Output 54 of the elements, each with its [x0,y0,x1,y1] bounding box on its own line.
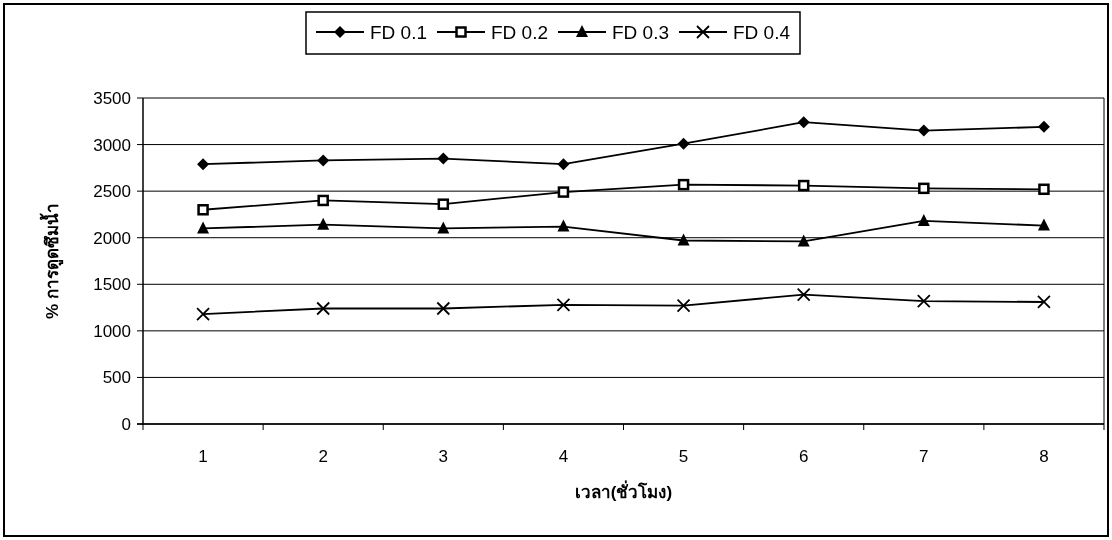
y-axis-title: % การดูดซึมน้ำ [39,203,64,319]
legend-label: FD 0.3 [612,22,670,43]
legend-label: FD 0.1 [370,22,428,43]
point [317,194,329,207]
point [317,154,330,167]
point [796,287,811,302]
x-tick-label: 3 [438,447,449,466]
x-tick-label: 8 [1039,447,1049,466]
x-tick-label: 1 [198,447,208,466]
point [917,124,930,137]
point [797,179,810,192]
point [197,158,210,171]
legend-label: FD 0.4 [733,22,791,43]
point [1038,183,1050,196]
point [557,186,570,198]
point [556,297,571,312]
y-tick-label: 3500 [93,89,131,108]
x-tick-label: 4 [558,447,569,466]
y-tick-label: 1500 [93,275,131,295]
x-axis-title: เวลา(ชั่วโมง) [574,480,673,502]
x-tick-label: 7 [919,447,929,466]
point [677,137,690,150]
x-tick-label: 5 [678,447,689,466]
point [436,301,451,316]
y-tick-label: 0 [121,415,131,434]
point [676,298,691,313]
point [1037,218,1050,231]
point [677,178,690,191]
x-tick-label: 2 [318,447,328,466]
x-tick-label: 6 [798,447,809,466]
point [797,116,810,129]
point [557,158,570,171]
legend-label: FD 0.2 [491,22,549,43]
point [197,204,209,216]
point [917,213,930,226]
y-tick-label: 500 [102,368,131,388]
point [797,234,810,247]
point [196,307,210,321]
y-tick-label: 1000 [93,321,131,341]
point [557,219,570,232]
point [1037,295,1051,309]
y-tick-label: 3000 [93,135,131,155]
point [197,221,210,234]
point [437,198,450,210]
point [677,233,690,246]
point [918,182,930,195]
point [317,217,330,230]
point [437,152,450,165]
point [437,221,450,234]
point [1037,120,1050,133]
y-tick-label: 2500 [93,182,131,202]
y-tick-label: 2000 [93,228,131,248]
point [316,301,331,316]
point [916,294,931,308]
